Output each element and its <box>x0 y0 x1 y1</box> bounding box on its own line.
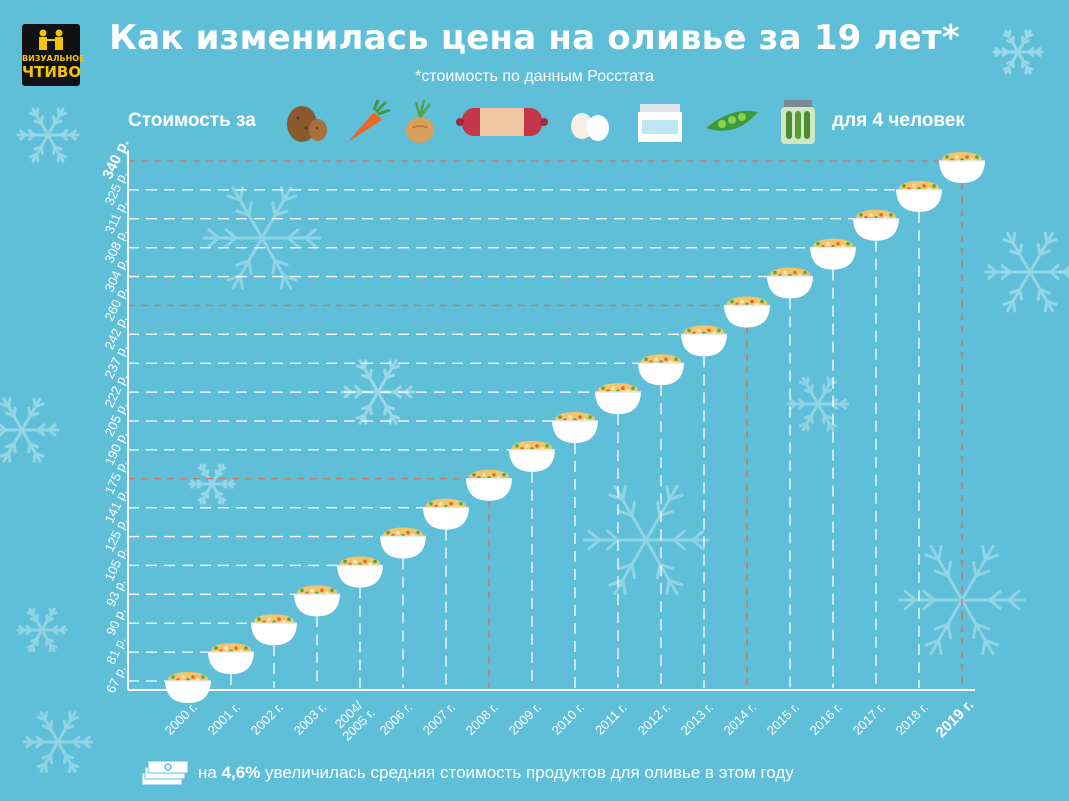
y-tick-label: 90 р. <box>103 605 129 638</box>
snowflake-icon <box>0 397 60 463</box>
snowflake-icon <box>898 544 1026 656</box>
money-stack-icon <box>141 760 189 786</box>
carrot-icon <box>348 99 391 142</box>
salad-bowl-marker <box>681 325 727 357</box>
footer-note: на 4,6% увеличилась средняя стоимость пр… <box>198 763 794 783</box>
salad-bowl-marker <box>294 585 340 617</box>
snowflake-icon <box>582 484 710 596</box>
x-tick-label: 2017 г. <box>850 700 888 738</box>
salad-bowl-marker <box>810 238 856 270</box>
x-tick-label: 2014 г. <box>721 700 759 738</box>
logo-figures-icon <box>39 29 63 50</box>
x-tick-label: 2013 г. <box>678 700 716 738</box>
footer-text-pre: на <box>198 763 222 782</box>
x-tick-label: 2002 г. <box>248 700 286 738</box>
logo-text-bottom: ЧТИВО <box>22 63 82 81</box>
x-tick-label: 2004/2005 г. <box>329 695 377 743</box>
logo-text-top: ВИЗУАЛЬНОЕ <box>22 54 85 63</box>
salad-bowl-marker <box>595 383 641 415</box>
x-tick-label: 2008 г. <box>463 700 501 738</box>
snowflake-icon <box>786 376 850 432</box>
salad-bowl-marker <box>251 614 297 646</box>
logo: ВИЗУАЛЬНОЕ ЧТИВО <box>22 24 85 86</box>
salad-bowl-marker <box>165 672 211 703</box>
snowflake-icon <box>16 107 80 163</box>
salad-bowl-marker <box>767 267 813 299</box>
snowflake-icon <box>983 231 1069 313</box>
salad-bowl-marker <box>423 498 469 530</box>
footer-text-post: увеличилась средняя стоимость продуктов … <box>260 763 794 782</box>
x-tick-label: 2007 г. <box>420 700 458 738</box>
x-tick-label: 2018 г. <box>893 700 931 738</box>
y-tick-label: 81 р. <box>103 634 129 667</box>
page-title: Как изменилась цена на оливье за 19 лет* <box>109 18 960 58</box>
salad-bowl-marker <box>208 643 254 675</box>
salad-bowl-marker <box>724 296 770 328</box>
snowflake-icon <box>16 607 68 653</box>
page-subtitle: *стоимость по данным Росстата <box>415 68 654 85</box>
pickles-jar-icon <box>781 100 815 144</box>
onion-icon <box>406 99 434 143</box>
salad-bowl-marker <box>380 527 426 559</box>
x-tick-label: 2001 г. <box>205 700 243 738</box>
y-tick-label: 67 р. <box>103 663 129 696</box>
sausage-icon <box>456 108 548 136</box>
salad-bowl-marker <box>552 412 598 443</box>
x-tick-label: 2003 г. <box>291 700 329 738</box>
x-tick-label: 2006 г. <box>377 700 415 738</box>
x-tick-label: 2010 г. <box>549 700 587 738</box>
x-tick-label: 2000 г. <box>162 700 200 738</box>
footer-percent: 4,6% <box>221 763 261 782</box>
salad-bowl-marker <box>509 440 555 472</box>
salad-bowl-marker <box>466 469 512 501</box>
eggs-icon <box>571 113 609 141</box>
x-tick-label: 2012 г. <box>635 700 673 738</box>
salad-bowl-marker <box>896 180 942 212</box>
x-tick-label: 2009 г. <box>506 700 544 738</box>
x-tick-label: 2015 г. <box>764 700 802 738</box>
x-tick-label: 2019 г. <box>932 696 977 741</box>
snowflake-icon <box>340 359 416 425</box>
ingredients-suffix: для 4 человек <box>832 110 965 131</box>
peas-icon <box>706 110 758 131</box>
snowflake-icon <box>22 711 94 773</box>
ingredients-prefix: Стоимость за <box>128 110 256 131</box>
x-tick-label: 2016 г. <box>807 700 845 738</box>
mayonnaise-jar-icon <box>638 104 682 142</box>
potato-icon <box>287 106 327 142</box>
snowflake-icon <box>202 186 322 290</box>
snowflake-icon <box>992 29 1044 75</box>
salad-bowl-marker <box>939 152 985 183</box>
snowflake-icon <box>188 463 236 505</box>
salad-bowl-marker <box>638 354 684 386</box>
x-tick-label: 2011 г. <box>592 700 630 738</box>
salad-bowl-marker <box>853 209 899 241</box>
salad-bowl-marker <box>337 556 383 588</box>
